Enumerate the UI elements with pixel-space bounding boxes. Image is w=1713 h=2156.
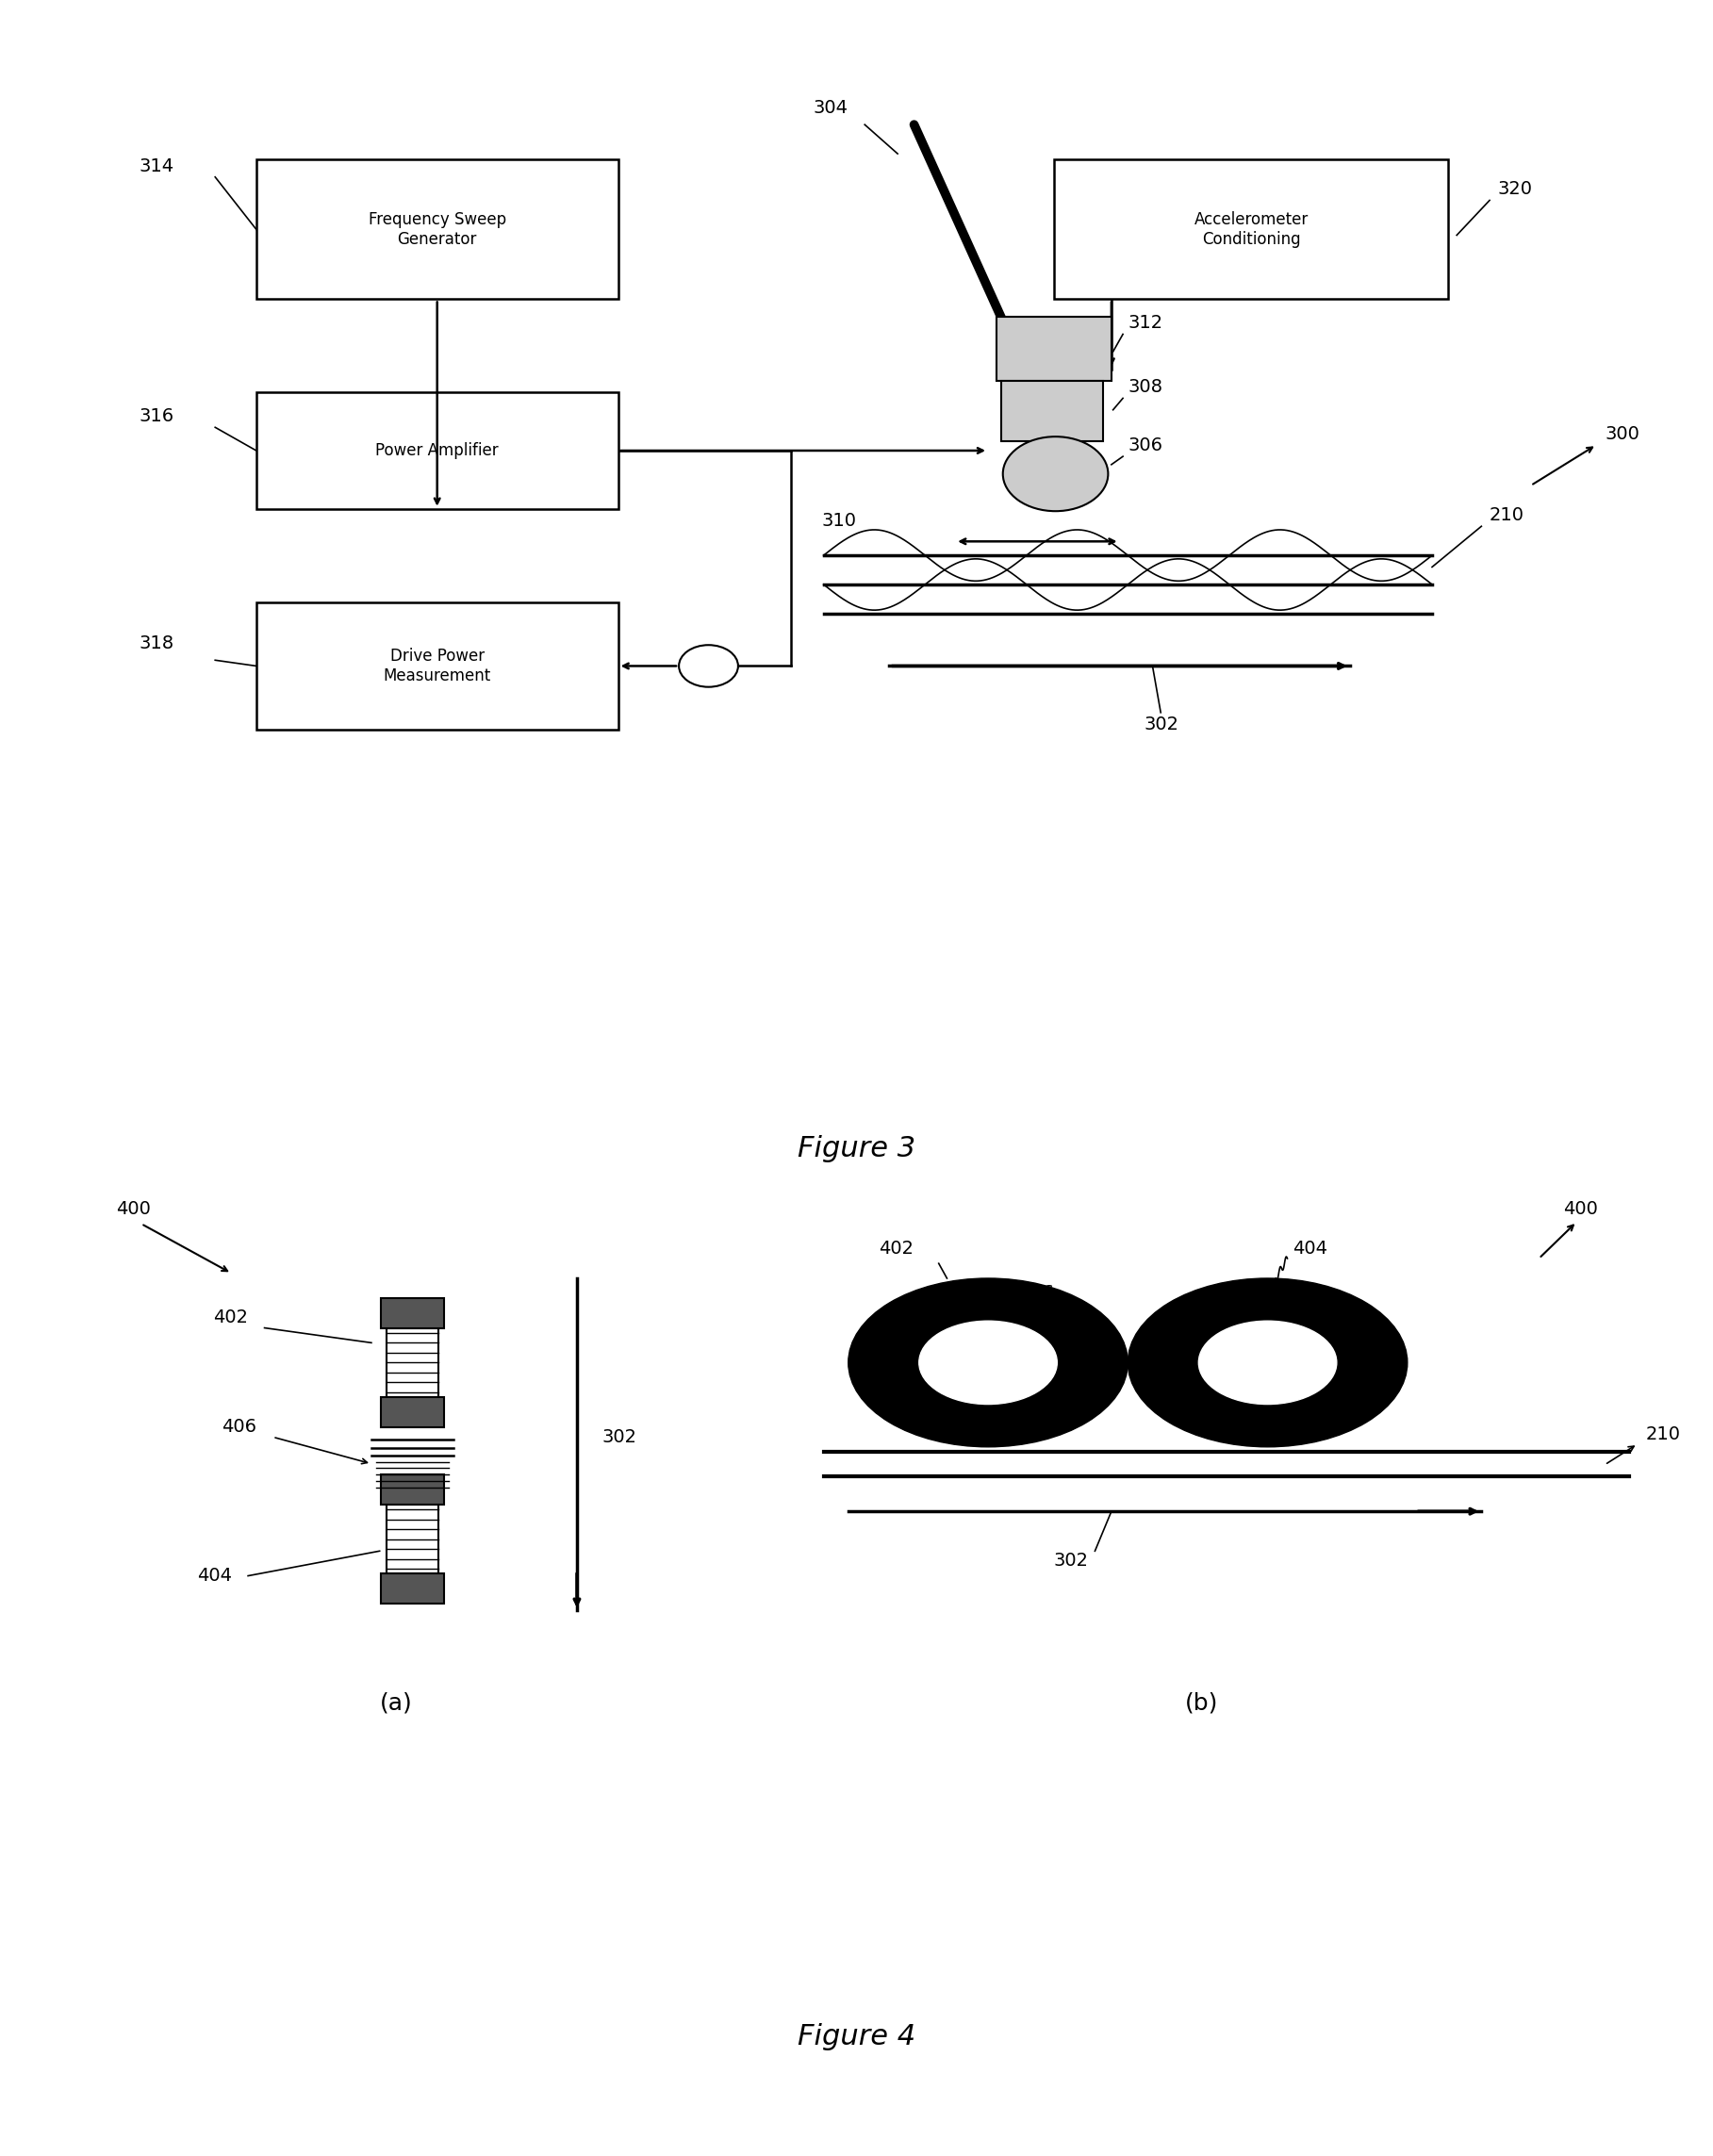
FancyBboxPatch shape <box>1000 382 1103 442</box>
Text: 308: 308 <box>1127 377 1163 397</box>
Circle shape <box>1127 1279 1408 1447</box>
Text: 400: 400 <box>116 1199 151 1218</box>
Text: Accelerometer
Conditioning: Accelerometer Conditioning <box>1194 211 1309 248</box>
Circle shape <box>678 645 738 688</box>
Text: 306: 306 <box>1127 436 1163 455</box>
Text: 310: 310 <box>822 513 856 530</box>
Text: 314: 314 <box>139 157 175 175</box>
Text: 318: 318 <box>139 634 175 653</box>
FancyBboxPatch shape <box>385 1328 439 1397</box>
Text: Figure 3: Figure 3 <box>798 1136 915 1162</box>
Text: 302: 302 <box>1144 716 1179 733</box>
Text: 302: 302 <box>1053 1552 1089 1570</box>
FancyBboxPatch shape <box>997 317 1112 382</box>
Text: 300: 300 <box>1605 425 1639 442</box>
FancyBboxPatch shape <box>385 1505 439 1574</box>
Text: 316: 316 <box>139 407 175 425</box>
FancyBboxPatch shape <box>382 1475 444 1505</box>
Text: 210: 210 <box>1490 507 1525 524</box>
Text: 302: 302 <box>601 1427 637 1447</box>
FancyBboxPatch shape <box>257 602 618 731</box>
FancyBboxPatch shape <box>382 1298 444 1328</box>
FancyBboxPatch shape <box>382 1397 444 1427</box>
Text: (a): (a) <box>380 1692 413 1714</box>
Text: Figure 4: Figure 4 <box>798 2022 915 2050</box>
FancyBboxPatch shape <box>257 392 618 509</box>
Text: 312: 312 <box>1127 315 1163 332</box>
Circle shape <box>1199 1322 1336 1404</box>
FancyBboxPatch shape <box>382 1574 444 1604</box>
Text: Drive Power
Measurement: Drive Power Measurement <box>384 647 492 683</box>
Circle shape <box>1002 438 1108 511</box>
Text: 402: 402 <box>212 1309 248 1326</box>
Text: 402: 402 <box>879 1240 915 1257</box>
Text: (b): (b) <box>1185 1692 1218 1714</box>
Text: 320: 320 <box>1497 181 1533 198</box>
Text: 404: 404 <box>1292 1240 1328 1257</box>
Text: 406: 406 <box>1019 1285 1053 1302</box>
Text: 304: 304 <box>814 99 848 116</box>
FancyBboxPatch shape <box>1053 160 1449 300</box>
FancyBboxPatch shape <box>257 160 618 300</box>
Text: 400: 400 <box>1564 1199 1598 1218</box>
Text: 406: 406 <box>221 1419 257 1436</box>
Text: Frequency Sweep
Generator: Frequency Sweep Generator <box>368 211 505 248</box>
Circle shape <box>918 1322 1057 1404</box>
Circle shape <box>848 1279 1127 1447</box>
Text: 404: 404 <box>197 1567 231 1585</box>
Text: Power Amplifier: Power Amplifier <box>375 442 498 459</box>
Text: 210: 210 <box>1646 1425 1680 1445</box>
